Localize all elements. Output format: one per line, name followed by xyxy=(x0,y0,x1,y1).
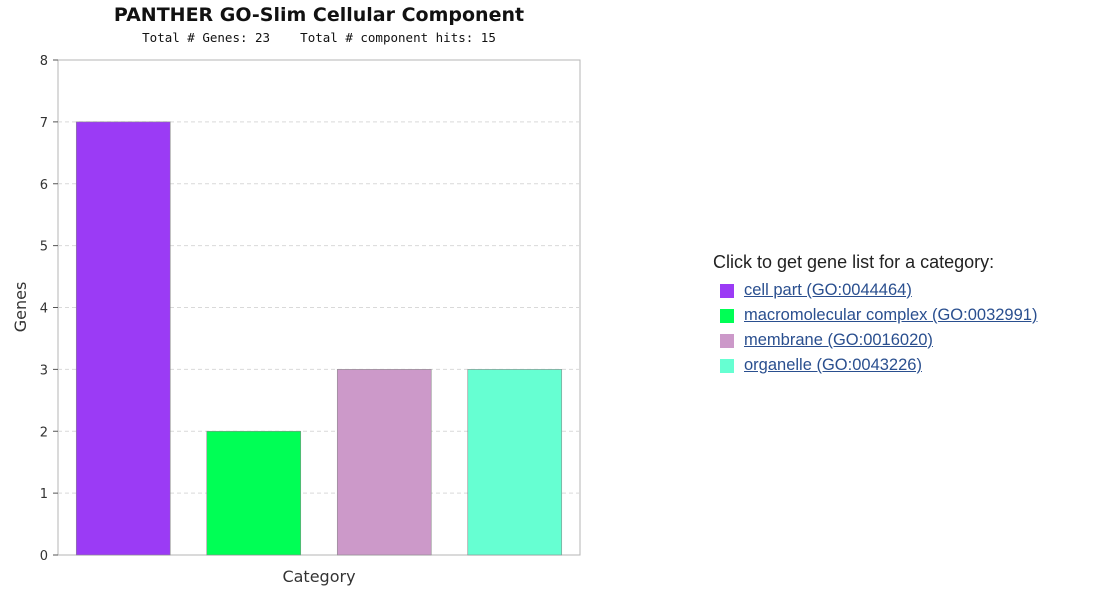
legend-link-cell-part[interactable]: cell part (GO:0044464) xyxy=(744,281,912,299)
legend-item-macromolecular-complex[interactable]: macromolecular complex (GO:0032991) xyxy=(720,303,1037,328)
legend-swatch xyxy=(720,283,734,298)
y-tick-label: 3 xyxy=(40,363,48,378)
bar-organelle[interactable] xyxy=(467,369,563,556)
legend-item-organelle[interactable]: organelle (GO:0043226) xyxy=(720,353,1037,378)
y-tick-label: 6 xyxy=(40,178,48,193)
y-tick-label: 5 xyxy=(40,240,48,255)
y-axis-label: Genes xyxy=(11,282,30,333)
legend-item-membrane[interactable]: membrane (GO:0016020) xyxy=(720,328,1037,353)
legend-link-macromolecular-complex[interactable]: macromolecular complex (GO:0032991) xyxy=(744,306,1038,324)
y-tick-label: 0 xyxy=(40,549,48,564)
y-tick-label: 2 xyxy=(40,425,48,440)
legend-item-cell-part[interactable]: cell part (GO:0044464) xyxy=(720,278,1037,303)
legend-link-membrane[interactable]: membrane (GO:0016020) xyxy=(744,331,933,349)
legend-link-organelle[interactable]: organelle (GO:0043226) xyxy=(744,356,922,374)
legend-swatch xyxy=(720,333,734,348)
legend-heading: Click to get gene list for a category: xyxy=(713,252,995,272)
legend-swatch xyxy=(720,358,734,373)
y-tick-label: 7 xyxy=(40,116,48,131)
y-tick-label: 4 xyxy=(40,302,48,317)
legend-swatch xyxy=(720,308,734,323)
x-axis-label: Category xyxy=(282,567,355,586)
chart-subtitle: Total # Genes: 23 Total # component hits… xyxy=(142,30,496,45)
chart-title: PANTHER GO-Slim Cellular Component xyxy=(113,4,525,26)
y-tick-label: 1 xyxy=(40,487,48,502)
y-tick-label: 8 xyxy=(40,54,48,69)
bar-membrane[interactable] xyxy=(336,369,432,556)
legend: Click to get gene list for a category: c… xyxy=(713,252,1037,378)
bar-chart: 0 1 2 3 4 5 6 7 8 Category Genes xyxy=(11,54,581,586)
bar-cell-part[interactable] xyxy=(75,121,171,556)
bar-macromolecular-complex[interactable] xyxy=(206,430,302,556)
